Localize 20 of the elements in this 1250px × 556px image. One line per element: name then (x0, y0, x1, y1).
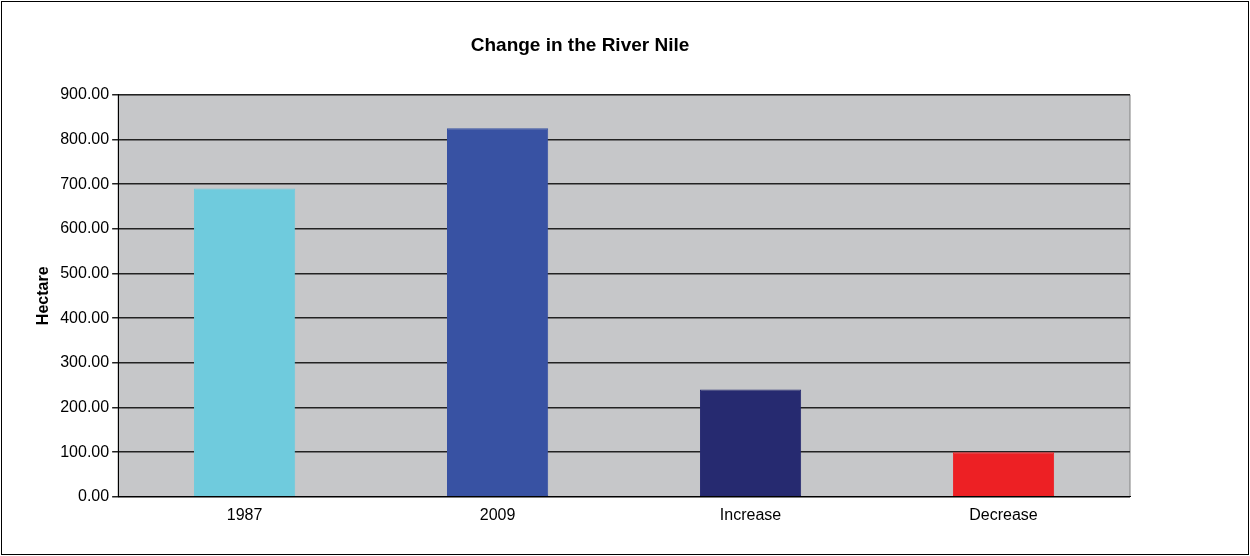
y-tick-label: 700.00 (60, 174, 110, 192)
x-tick-label: Decrease (969, 505, 1038, 523)
y-tick-label: 300.00 (60, 353, 110, 371)
y-tick-label: 200.00 (60, 397, 110, 415)
bar (952, 452, 1055, 497)
y-tick-label: 500.00 (60, 263, 110, 281)
y-axis-title: Hectare (34, 266, 52, 326)
y-tick-label: 0.00 (78, 487, 110, 505)
y-tick-label: 400.00 (60, 308, 110, 326)
y-tick-label: 900.00 (60, 85, 110, 103)
y-tick-label: 600.00 (60, 219, 110, 237)
x-tick-label: 1987 (226, 505, 263, 523)
y-tick-label: 800.00 (60, 129, 110, 147)
y-tick-label: 100.00 (60, 442, 110, 460)
x-tick-label: Increase (719, 505, 782, 523)
chart-title: Change in the River Nile (470, 33, 690, 55)
bar (446, 128, 549, 497)
bar (699, 389, 802, 497)
bar (194, 188, 296, 497)
x-tick-label: 2009 (479, 505, 516, 523)
